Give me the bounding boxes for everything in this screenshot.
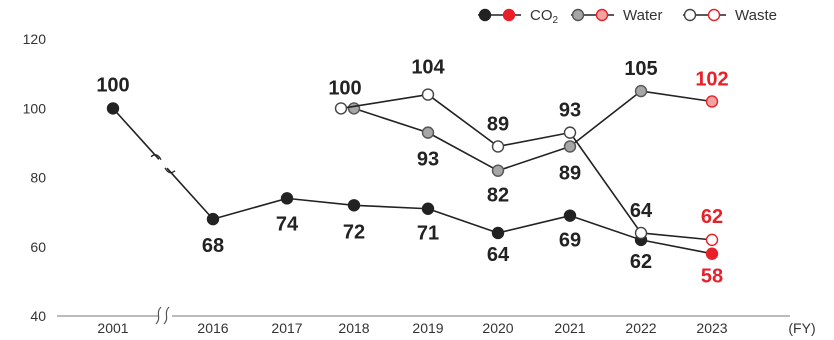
data-point-waste-2021 (563, 126, 577, 139)
data-label-water-2021: 89 (559, 162, 581, 184)
data-label-waste-2020: 89 (487, 113, 509, 135)
data-point-co2-2017 (280, 192, 294, 205)
data-label-co2-2018: 72 (343, 221, 365, 243)
series-line-co2 (497, 214, 571, 234)
legend-marker (571, 8, 585, 22)
data-point-water-2019 (421, 126, 435, 139)
x-axis-break-mark (163, 306, 170, 325)
series-line-co2 (353, 204, 429, 210)
data-point-waste-2022 (634, 226, 648, 240)
legend-marker-highlight (707, 8, 721, 22)
y-tick-label-120: 120 (23, 31, 47, 47)
data-label-waste-2018: 100 (328, 77, 361, 99)
legend-label-co2: CO2 (530, 7, 559, 26)
legend-label-waste: Waste (735, 7, 777, 24)
data-label-waste-2019: 104 (411, 57, 445, 79)
data-point-water-2018 (347, 102, 361, 115)
legend-item-waste: Waste (683, 7, 777, 24)
data-point-co2-2016 (206, 212, 220, 226)
data-point-water-2020 (491, 164, 505, 177)
data-point-co2-2018 (347, 199, 361, 212)
legend-label-water: Water (623, 7, 662, 24)
data-label-co2-2022: 62 (630, 251, 652, 273)
x-axis-break-mark (155, 306, 162, 325)
legend-marker (683, 8, 697, 22)
data-label-water-2019: 93 (417, 149, 439, 171)
series-line-co2 (112, 107, 160, 160)
data-point-water-2022 (634, 84, 648, 98)
data-label-water-2022: 105 (624, 58, 657, 80)
data-point-waste-2019 (421, 88, 435, 101)
data-label-waste-2022: 64 (630, 200, 653, 222)
data-label-co2-2021: 69 (559, 230, 581, 252)
legend-item-co2: CO2 (478, 7, 559, 26)
data-point-co2-2001 (106, 102, 120, 115)
data-point-co2-2023 (705, 247, 719, 260)
series-line-waste (497, 131, 571, 148)
data-point-waste-2018 (334, 102, 348, 115)
series-line-water (427, 131, 499, 172)
data-label-waste-2023: 62 (701, 206, 723, 228)
data-point-waste-2023 (705, 233, 719, 247)
series-line-waste (340, 93, 429, 110)
series-line-water (353, 107, 429, 134)
axes: 40 60 80 100 120 2001 2016 2017 2018 2019 2020 2021… (23, 31, 816, 336)
data-point-co2-2019 (421, 202, 435, 215)
data-label-waste-2021: 93 (559, 100, 581, 122)
series-line-waste (569, 132, 642, 234)
series-line-co2 (427, 207, 499, 234)
series-line-co2 (166, 167, 214, 220)
data-label-co2-2020: 64 (487, 244, 510, 266)
x-tick-label-2018: 2018 (338, 320, 369, 336)
data-point-co2-2020 (491, 226, 505, 240)
series-line-waste (427, 93, 499, 148)
series-line-waste (640, 232, 713, 241)
data-label-co2-2001: 100 (96, 74, 129, 96)
x-tick-label-2019: 2019 (412, 320, 443, 336)
legend: CO2 Water Waste (478, 7, 777, 26)
x-tick-label-2020: 2020 (482, 320, 513, 336)
data-point-waste-2020 (491, 140, 505, 153)
legend-marker (478, 8, 492, 22)
series-line-water (497, 145, 571, 172)
x-tick-label-2016: 2016 (197, 320, 228, 336)
series-line-water (640, 90, 713, 103)
data-label-co2-2016: 68 (202, 235, 224, 257)
legend-item-water: Water (571, 7, 662, 24)
legend-marker-highlight (502, 8, 516, 22)
data-point-co2-2021 (563, 209, 577, 222)
series-line-co2 (286, 197, 355, 207)
x-tick-label-2023: 2023 (696, 320, 727, 336)
series-line-co2 (212, 197, 288, 220)
legend-marker-highlight (595, 8, 609, 22)
legend-subscript: 2 (553, 15, 559, 26)
y-tick-label-60: 60 (30, 239, 46, 255)
data-label-co2-2019: 71 (417, 223, 439, 245)
series-break-mark (150, 154, 162, 161)
data-point-water-2023 (705, 95, 719, 108)
data-point-water-2021 (563, 140, 577, 153)
data-label-water-2020: 82 (487, 185, 509, 207)
data-label-co2-2017: 74 (276, 213, 299, 235)
series-line-water (569, 90, 642, 148)
x-tick-label-2021: 2021 (554, 320, 585, 336)
data-label-co2-2023: 58 (701, 266, 723, 288)
y-tick-label-40: 40 (30, 308, 46, 324)
x-tick-label-2022: 2022 (625, 320, 656, 336)
series-line-co2 (569, 214, 642, 241)
series-layer (106, 84, 719, 260)
series-break-mark (164, 167, 176, 174)
y-tick-label-80: 80 (30, 170, 46, 186)
x-tick-label-2001: 2001 (97, 320, 128, 336)
data-labels: 100 68 74 72 71 64 69 62 58 93 82 89 105 102 100 104 89 9… (96, 57, 728, 288)
x-tick-label-2017: 2017 (271, 320, 302, 336)
x-axis-unit-label: (FY) (788, 320, 815, 336)
series-line-co2 (640, 239, 713, 255)
data-label-water-2023: 102 (695, 68, 728, 90)
y-tick-label-100: 100 (23, 100, 47, 116)
